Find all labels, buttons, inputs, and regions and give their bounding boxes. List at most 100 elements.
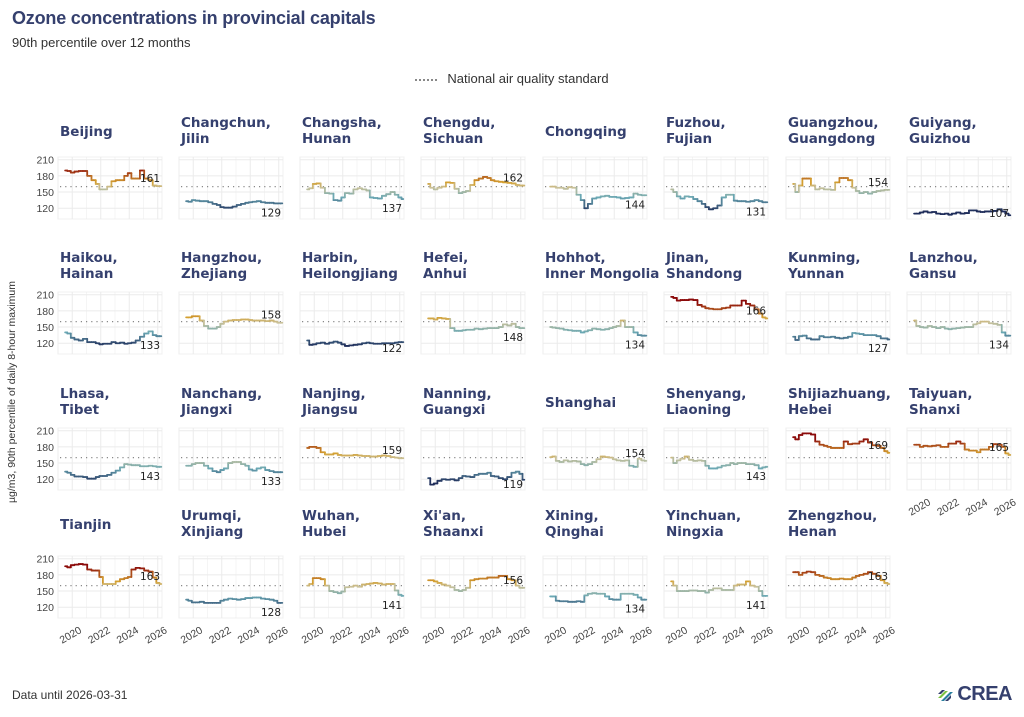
facet-title: Hangzhou,	[181, 250, 262, 266]
facet-taiyuan: Taiyuan,Shanxi 165 2020 2022 2024 2026	[906, 386, 1018, 518]
end-value-label: 162	[503, 173, 523, 185]
x-tick-label: 2026	[992, 496, 1018, 518]
facet-title: Nanjing,	[302, 386, 366, 402]
x-tick-label: 2022	[86, 624, 112, 646]
facet-title: Jiangsu	[301, 402, 358, 418]
facet-title: Hainan	[60, 266, 113, 282]
facet-title: Liaoning	[666, 402, 731, 418]
x-tick-label: 2026	[749, 624, 775, 646]
facet-title: Chongqing	[545, 124, 627, 140]
x-tick-label: 2024	[964, 496, 990, 518]
facet-title: Hubei	[302, 524, 346, 540]
x-tick-label: 2026	[143, 624, 169, 646]
facet-urumqi: Urumqi,Xinjiang 128 2020 2022 2024 2026	[178, 508, 290, 646]
y-tick-label: 210	[36, 155, 54, 167]
facet-xian: Xi'an,Shaanxi 156 2020 2022 2024 2026	[420, 508, 532, 646]
facet-title: Jilin	[180, 131, 210, 147]
facet-shenyang: Shenyang,Liaoning 143	[663, 386, 769, 491]
facet-title: Henan	[788, 524, 837, 540]
facet-title: Changsha,	[302, 115, 382, 131]
x-tick-label: 2020	[179, 624, 205, 646]
y-tick-label: 150	[36, 586, 54, 598]
end-value-label: 144	[625, 199, 645, 211]
facet-wuhan: Wuhan,Hubei 141 2020 2022 2024 2026	[299, 508, 411, 646]
end-value-label: 129	[261, 207, 281, 219]
facet-title: Xining,	[545, 508, 599, 524]
x-tick-label: 2022	[449, 624, 475, 646]
facet-title: Anhui	[423, 266, 467, 282]
facet-zhengzhou: Zhengzhou,Henan 163 2020 2022 2024 2026	[785, 508, 897, 646]
x-tick-label: 2022	[692, 624, 718, 646]
facet-title: Shanghai	[545, 395, 616, 411]
facet-title: Gansu	[909, 266, 956, 282]
facet-title: Jiangxi	[180, 402, 232, 418]
facet-title: Hebei	[788, 402, 832, 418]
facet-tianjin: Tianjin 163 120 150 180 210 2020 2022 2024 2026	[36, 517, 169, 646]
legend-label: National air quality standard	[447, 71, 609, 86]
facet-title: Jinan,	[665, 250, 709, 266]
chart-title: Ozone concentrations in provincial capit…	[12, 8, 376, 28]
facet-changsha: Changsha,Hunan 137	[299, 115, 405, 220]
end-value-label: 131	[746, 206, 766, 218]
facet-title: Shijiazhuang,	[788, 386, 891, 402]
end-value-label: 127	[868, 343, 888, 355]
crea-logo-text: CREA	[957, 683, 1012, 705]
facet-title: Zhengzhou,	[788, 508, 877, 524]
facet-title: Ningxia	[666, 524, 724, 540]
facet-chongqing: Chongqing 144	[542, 124, 648, 220]
end-value-label: 158	[261, 310, 281, 322]
end-value-label: 154	[868, 177, 888, 189]
y-tick-label: 210	[36, 554, 54, 566]
facet-title: Chengdu,	[423, 115, 495, 131]
facet-title: Xinjiang	[181, 524, 243, 540]
end-value-label: 169	[868, 440, 888, 452]
facet-title: Taiyuan,	[909, 386, 972, 402]
panel-background	[57, 156, 163, 220]
facet-title: Lanzhou,	[909, 250, 978, 266]
panel-background	[420, 291, 526, 355]
facet-title: Xi'an,	[423, 508, 466, 524]
y-tick-label: 180	[36, 442, 54, 454]
x-tick-label: 2024	[478, 624, 504, 646]
y-tick-label: 180	[36, 570, 54, 582]
data-until-note: Data until 2026-03-31	[12, 688, 128, 702]
facet-nanning: Nanning,Guangxi 119	[420, 386, 526, 491]
x-tick-label: 2024	[357, 624, 383, 646]
facet-title: Shenyang,	[666, 386, 746, 402]
end-value-label: 165	[989, 442, 1009, 454]
end-value-label: 133	[261, 476, 281, 488]
end-value-label: 107	[989, 208, 1009, 220]
x-tick-label: 2026	[385, 624, 411, 646]
facet-title: Nanchang,	[181, 386, 262, 402]
end-value-label: 163	[868, 571, 888, 583]
panel-background	[299, 427, 405, 491]
end-value-label: 122	[382, 343, 402, 355]
facet-title: Kunming,	[788, 250, 861, 266]
facet-title: Lhasa,	[60, 386, 110, 402]
facet-title: Shaanxi	[423, 524, 484, 540]
facet-beijing: Beijing 161 120 150 180 210	[36, 124, 163, 220]
end-value-label: 159	[382, 445, 402, 457]
end-value-label: 128	[261, 607, 281, 619]
end-value-label: 166	[746, 305, 766, 317]
crea-logo-icon	[938, 689, 954, 701]
facet-jinan: Jinan,Shandong 166	[663, 250, 769, 355]
end-value-label: 154	[625, 448, 645, 460]
y-tick-label: 120	[36, 338, 54, 350]
x-tick-label: 2020	[907, 496, 933, 518]
facet-title: Urumqi,	[181, 508, 242, 524]
end-value-label: 133	[140, 340, 160, 352]
facet-title: Yinchuan,	[665, 508, 741, 524]
x-tick-label: 2020	[300, 624, 326, 646]
panel-background	[785, 427, 891, 491]
facet-title: Guiyang,	[909, 115, 977, 131]
facet-title: Fujian	[666, 131, 712, 147]
end-value-label: 143	[746, 471, 766, 483]
facet-title: Hunan	[302, 131, 351, 147]
facet-title: Wuhan,	[302, 508, 360, 524]
end-value-label: 156	[503, 575, 523, 587]
facet-title: Guizhou	[909, 131, 971, 147]
x-tick-label: 2020	[421, 624, 447, 646]
chart-subtitle: 90th percentile over 12 months	[12, 35, 191, 50]
